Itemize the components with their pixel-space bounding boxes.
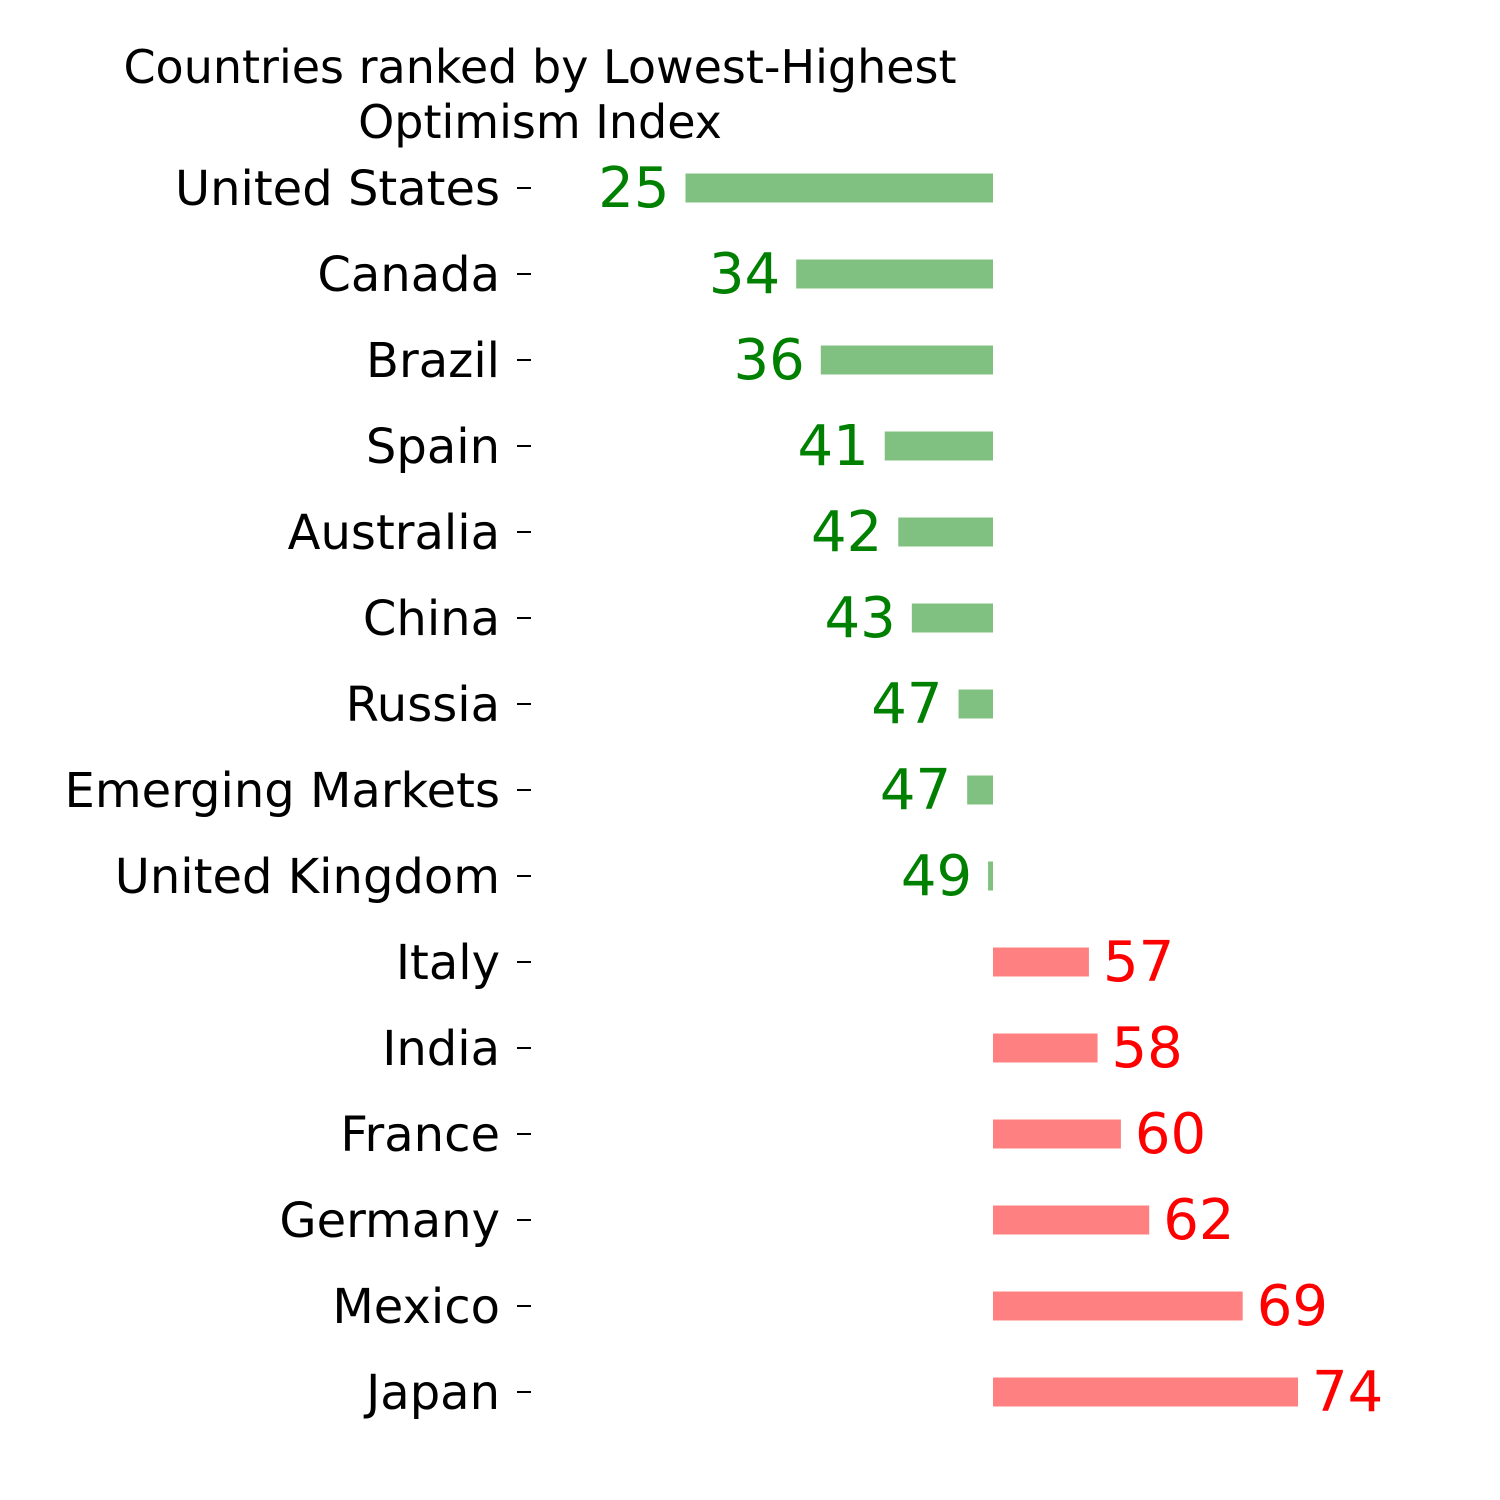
category-label-united-kingdom: United Kingdom bbox=[115, 849, 500, 905]
value-label-france: 60 bbox=[1135, 1102, 1206, 1167]
value-label-india: 58 bbox=[1112, 1016, 1183, 1081]
value-label-japan: 74 bbox=[1312, 1360, 1383, 1425]
bar-italy bbox=[993, 947, 1089, 977]
bar-russia bbox=[958, 689, 993, 719]
bar-mexico bbox=[993, 1291, 1243, 1321]
bar-united-kingdom bbox=[988, 861, 993, 891]
y-axis-ticks bbox=[517, 187, 531, 1393]
category-label-spain: Spain bbox=[366, 419, 500, 475]
bar-united-states bbox=[685, 173, 993, 203]
category-label-mexico: Mexico bbox=[332, 1279, 500, 1335]
value-label-united-states: 25 bbox=[598, 156, 669, 221]
category-label-australia: Australia bbox=[288, 505, 500, 561]
value-label-emerging-markets: 47 bbox=[880, 758, 951, 823]
value-label-mexico: 69 bbox=[1257, 1274, 1328, 1339]
category-label-canada: Canada bbox=[317, 247, 500, 303]
bar-japan bbox=[993, 1377, 1299, 1407]
category-label-brazil: Brazil bbox=[366, 333, 500, 389]
chart-title: Countries ranked by Lowest-Highest Optim… bbox=[123, 40, 957, 149]
category-label-russia: Russia bbox=[346, 677, 500, 733]
value-label-united-kingdom: 49 bbox=[901, 844, 972, 909]
category-label-emerging-markets: Emerging Markets bbox=[65, 763, 500, 819]
y-axis-labels: United States Canada Brazil Spain Australia C… bbox=[65, 161, 500, 1421]
value-label-china: 43 bbox=[825, 586, 896, 651]
category-label-india: India bbox=[382, 1021, 500, 1077]
value-label-canada: 34 bbox=[709, 242, 780, 307]
category-label-italy: Italy bbox=[396, 935, 500, 991]
bar-emerging-markets bbox=[967, 775, 993, 805]
bar-australia bbox=[898, 517, 993, 547]
value-label-germany: 62 bbox=[1163, 1188, 1234, 1253]
value-label-italy: 57 bbox=[1103, 930, 1174, 995]
value-label-spain: 41 bbox=[797, 414, 868, 479]
category-label-germany: Germany bbox=[279, 1193, 500, 1249]
bar-spain bbox=[884, 431, 993, 461]
value-label-brazil: 36 bbox=[734, 328, 805, 393]
category-label-china: China bbox=[363, 591, 500, 647]
bars bbox=[685, 173, 1299, 1407]
value-label-australia: 42 bbox=[811, 500, 882, 565]
category-label-france: France bbox=[340, 1107, 500, 1163]
value-label-russia: 47 bbox=[871, 672, 942, 737]
bar-germany bbox=[993, 1205, 1150, 1235]
bar-canada bbox=[796, 259, 993, 289]
bar-india bbox=[993, 1033, 1098, 1063]
category-label-japan: Japan bbox=[363, 1365, 500, 1421]
value-labels: 25 34 36 41 42 43 47 47 49 57 58 60 62 69 74 bbox=[598, 156, 1383, 1425]
bar-china bbox=[911, 603, 993, 633]
category-label-united-states: United States bbox=[175, 161, 500, 217]
bar-france bbox=[993, 1119, 1121, 1149]
bar-brazil bbox=[820, 345, 993, 375]
